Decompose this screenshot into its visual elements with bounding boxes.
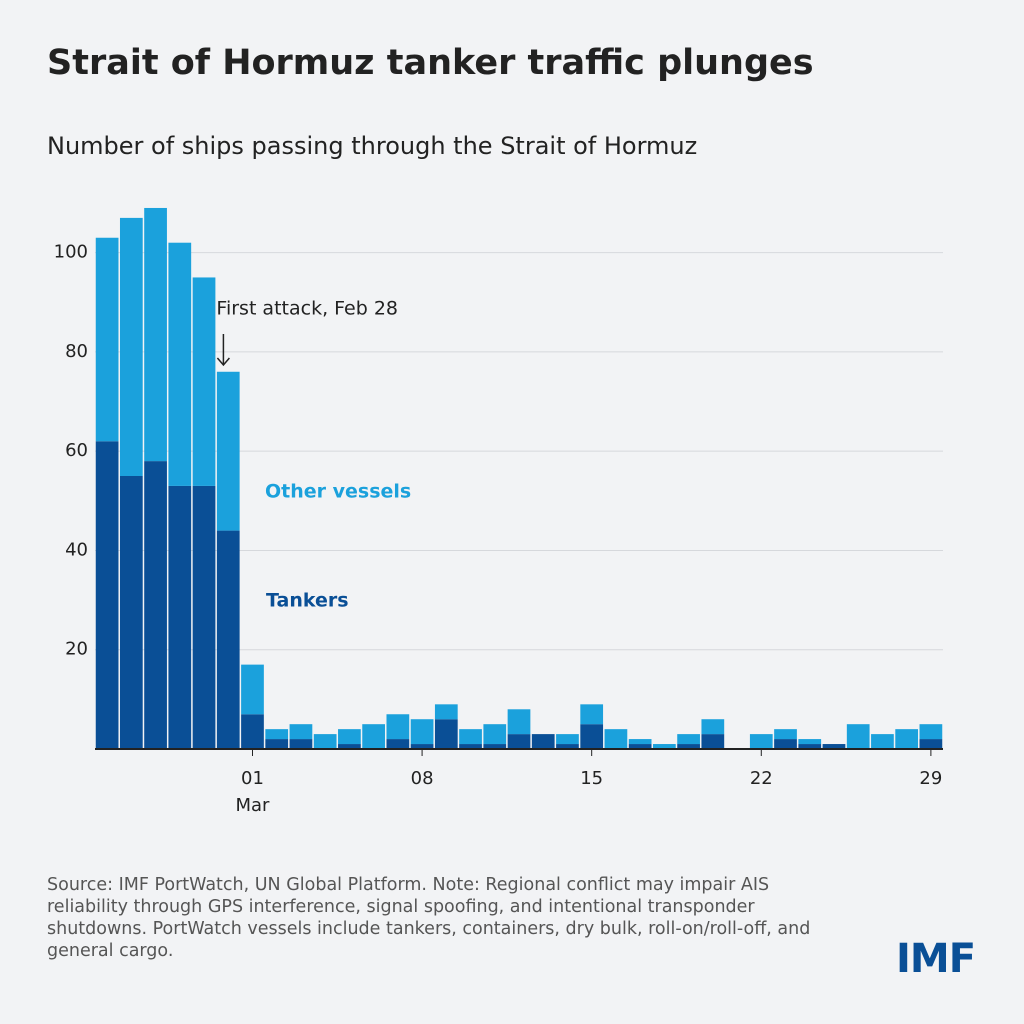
bar-segment bbox=[289, 739, 313, 749]
chart-subtitle: Number of ships passing through the Stra… bbox=[47, 132, 697, 160]
bar-segment bbox=[434, 719, 458, 749]
bar-segment bbox=[483, 744, 507, 749]
bar-segment bbox=[459, 744, 482, 749]
chart: Strait of Hormuz tanker traffic plunges … bbox=[47, 43, 943, 816]
bar-segment bbox=[507, 709, 531, 735]
bar-segment bbox=[677, 734, 700, 745]
bar-segment bbox=[216, 371, 240, 531]
bar-segment bbox=[483, 724, 507, 745]
y-tick-label: 40 bbox=[65, 539, 88, 560]
bar-segment bbox=[168, 485, 192, 749]
bar-segment bbox=[798, 744, 822, 749]
bar-segment bbox=[338, 729, 361, 745]
bar-segment bbox=[95, 441, 119, 749]
x-tick-label: 01 bbox=[241, 768, 264, 789]
bar-segment bbox=[919, 724, 943, 740]
bar-segment bbox=[628, 744, 652, 749]
bar-segment bbox=[216, 530, 240, 749]
bar-segment bbox=[386, 739, 410, 749]
bar-segment bbox=[362, 724, 385, 749]
bar-segment bbox=[628, 739, 652, 745]
bar-segment bbox=[459, 729, 482, 745]
bar-segment bbox=[168, 242, 192, 486]
arrow-head bbox=[216, 357, 230, 367]
y-tick-label: 20 bbox=[65, 639, 88, 660]
bar-segment bbox=[192, 277, 216, 486]
bar-segment bbox=[774, 729, 797, 740]
y-tick-label: 100 bbox=[54, 242, 88, 263]
bar-segment bbox=[265, 729, 289, 740]
bar-segment bbox=[749, 734, 773, 749]
chart-title: Strait of Hormuz tanker traffic plunges bbox=[47, 43, 814, 83]
bar-segment bbox=[701, 734, 725, 749]
bar-segment bbox=[241, 664, 264, 715]
bar-segment bbox=[313, 734, 337, 749]
x-tick-label: 22 bbox=[750, 768, 773, 789]
y-tick-label: 60 bbox=[65, 440, 88, 461]
bar-segment bbox=[895, 729, 919, 749]
bar-segment bbox=[338, 744, 361, 749]
bar-segment bbox=[119, 217, 143, 476]
bar-segment bbox=[580, 704, 604, 725]
bar-segment bbox=[144, 207, 167, 462]
bar-segment bbox=[556, 734, 579, 745]
bar-segment bbox=[580, 724, 604, 749]
bar-segment bbox=[241, 714, 264, 749]
bar-segment bbox=[653, 744, 676, 749]
bar-segment bbox=[701, 719, 725, 735]
bar-segment bbox=[192, 485, 216, 749]
x-tick-label: 29 bbox=[919, 768, 942, 789]
bar-segment bbox=[410, 744, 434, 749]
bar-segment bbox=[507, 734, 531, 749]
bar-segment bbox=[846, 724, 870, 749]
series-label: Tankers bbox=[266, 590, 349, 612]
annotation: First attack, Feb 28 bbox=[216, 298, 398, 320]
bar-segment bbox=[774, 739, 797, 749]
bar-segment bbox=[434, 704, 458, 720]
y-tick-label: 80 bbox=[65, 341, 88, 362]
bar-segment bbox=[871, 734, 894, 749]
bar-segment bbox=[289, 724, 313, 740]
bar-segment bbox=[556, 744, 579, 749]
bar-segment bbox=[386, 714, 410, 740]
bar-segment bbox=[604, 729, 628, 749]
bar-segment bbox=[119, 476, 143, 749]
x-month-label: Mar bbox=[236, 795, 271, 816]
bar-segment bbox=[677, 744, 700, 749]
bar-segment bbox=[919, 739, 943, 749]
x-tick-label: 08 bbox=[411, 768, 434, 789]
bar-segment bbox=[265, 739, 289, 749]
logo: IMF bbox=[896, 936, 976, 982]
bar-segment bbox=[798, 739, 822, 745]
series-label: Other vessels bbox=[265, 481, 411, 503]
bar-segment bbox=[144, 461, 167, 749]
bar-segment bbox=[822, 744, 846, 749]
x-tick-label: 15 bbox=[580, 768, 603, 789]
bar-segment bbox=[410, 719, 434, 745]
bar-segment bbox=[95, 237, 119, 442]
source-note: Source: IMF PortWatch, UN Global Platfor… bbox=[47, 875, 811, 961]
bar-segment bbox=[531, 734, 555, 749]
